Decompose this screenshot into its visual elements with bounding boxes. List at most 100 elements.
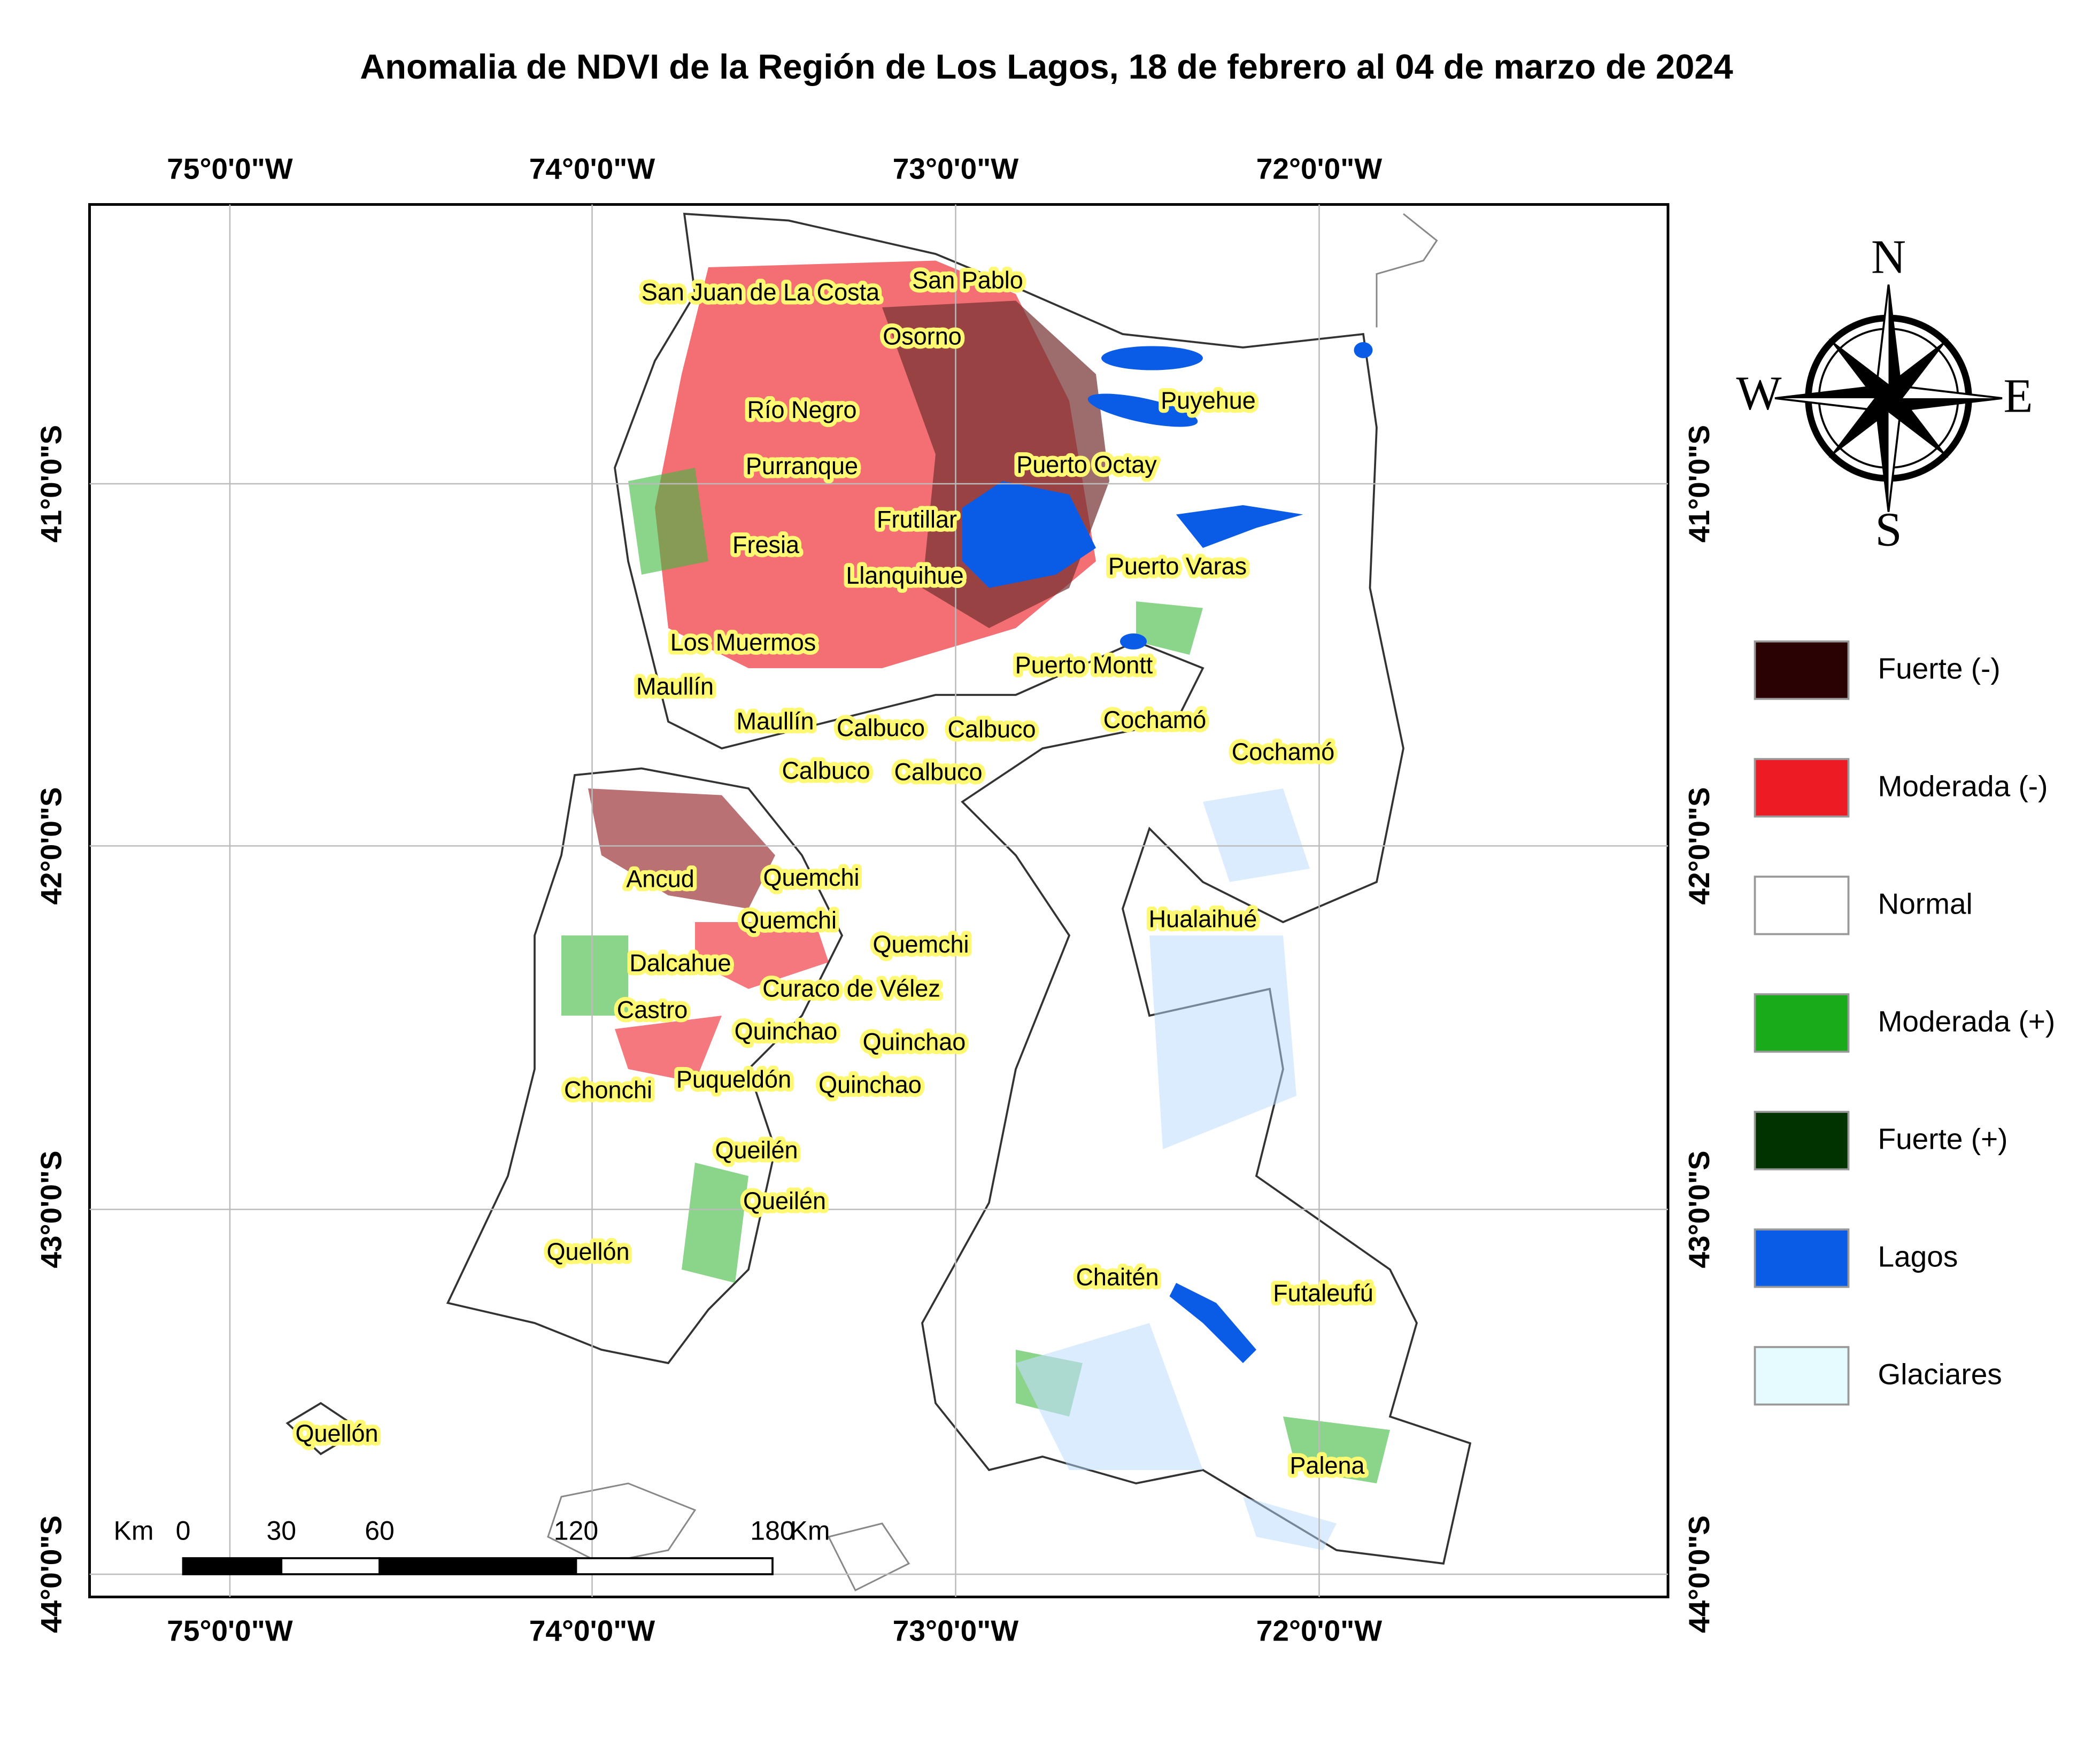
latitude-label: 44°0'0"S bbox=[1682, 1515, 1716, 1633]
place-label: Cochamó bbox=[1103, 706, 1207, 733]
longitude-label: 72°0'0"W bbox=[1256, 152, 1383, 185]
longitude-label: 72°0'0"W bbox=[1256, 1614, 1383, 1647]
legend: Fuerte (-) Moderada (-) Normal Moderada (+)… bbox=[1754, 640, 2056, 1406]
lake bbox=[1176, 505, 1303, 548]
place-label: Dalcahue bbox=[629, 949, 731, 977]
moderate-positive-area bbox=[561, 468, 1390, 1483]
place-label: Puqueldón bbox=[676, 1065, 791, 1093]
compass-n: N bbox=[1871, 231, 1906, 284]
latitude-label: 44°0'0"S bbox=[35, 1515, 68, 1633]
legend-swatch bbox=[1754, 876, 1850, 935]
place-label: Chaitén bbox=[1076, 1263, 1159, 1290]
place-label: Quemchi bbox=[872, 931, 969, 958]
place-label: Quinchao bbox=[818, 1071, 922, 1098]
legend-swatch bbox=[1754, 640, 1850, 700]
compass-w: W bbox=[1736, 367, 1782, 420]
coast-line bbox=[547, 1482, 910, 1592]
longitude-label: 75°0'0"W bbox=[167, 1614, 293, 1647]
place-label: Chonchi bbox=[564, 1076, 652, 1103]
compass: N S E W bbox=[1736, 231, 2033, 556]
scale-unit: Km bbox=[114, 1516, 154, 1546]
legend-label: Fuerte (-) bbox=[1878, 652, 2001, 685]
place-label: Río Negro bbox=[747, 396, 856, 423]
place-labels: San Juan de La Costa San Pablo Osorno Puyeh… bbox=[291, 262, 1377, 1483]
scale-segment bbox=[575, 1557, 774, 1575]
lake bbox=[1101, 346, 1203, 370]
place-label: Quemchi bbox=[763, 864, 859, 891]
graticule bbox=[89, 204, 1668, 1597]
compass-star bbox=[1828, 338, 1949, 459]
moderate-negative-area bbox=[615, 922, 829, 1082]
place-label: San Juan de La Costa bbox=[642, 278, 880, 306]
legend-label: Lagos bbox=[1878, 1240, 1958, 1273]
place-label: Curaco de Vélez bbox=[762, 974, 940, 1002]
place-label: Queilén bbox=[743, 1187, 826, 1214]
lake bbox=[962, 481, 1096, 588]
place-label: Quellón bbox=[546, 1238, 629, 1265]
compass-e: E bbox=[2004, 370, 2033, 423]
scale-segment bbox=[280, 1557, 381, 1575]
longitude-label: 75°0'0"W bbox=[167, 152, 293, 185]
place-label: Puerto Octay bbox=[1016, 451, 1157, 478]
latitude-label: 43°0'0"S bbox=[35, 1150, 68, 1268]
place-label: Quinchao bbox=[735, 1017, 838, 1045]
lake bbox=[1169, 1283, 1256, 1363]
place-label: Futaleufú bbox=[1273, 1279, 1373, 1306]
lakes bbox=[962, 342, 1373, 1363]
latitude-label: 43°0'0"S bbox=[1682, 1150, 1716, 1268]
legend-swatch bbox=[1754, 993, 1850, 1053]
place-label: Puerto Montt bbox=[1015, 651, 1153, 678]
place-label: Quemchi bbox=[740, 907, 837, 934]
place-label: Fresia bbox=[732, 531, 800, 558]
longitude-label: 73°0'0"W bbox=[893, 1614, 1019, 1647]
compass-s: S bbox=[1875, 504, 1902, 556]
legend-label: Fuerte (+) bbox=[1878, 1123, 2008, 1156]
place-label: Los Muermos bbox=[670, 629, 816, 656]
latitude-label: 41°0'0"S bbox=[35, 425, 68, 543]
lake bbox=[1120, 633, 1147, 649]
legend-label: Glaciares bbox=[1878, 1358, 2002, 1391]
scale-tick-label: 30 bbox=[266, 1516, 296, 1546]
legend-label: Normal bbox=[1878, 887, 1973, 920]
place-label: Ancud bbox=[626, 865, 694, 892]
place-label: Quinchao bbox=[863, 1028, 966, 1055]
place-label: Puyehue bbox=[1161, 386, 1256, 414]
legend-label: Moderada (+) bbox=[1878, 1005, 2056, 1038]
strong-negative-area bbox=[588, 788, 775, 909]
latitude-label: 41°0'0"S bbox=[1682, 425, 1716, 543]
scale-tick-label: 120 bbox=[554, 1516, 598, 1546]
latitude-label: 42°0'0"S bbox=[35, 787, 68, 904]
legend-swatch bbox=[1754, 1228, 1850, 1288]
map-frame-group: San Juan de La Costa San Pablo Osorno Puyeh… bbox=[88, 203, 1670, 1598]
lake bbox=[1354, 342, 1373, 358]
place-label: Puerto Varas bbox=[1108, 552, 1247, 579]
place-label: Calbuco bbox=[894, 758, 982, 785]
compass-star bbox=[1775, 284, 2002, 512]
place-label: Maullín bbox=[736, 707, 814, 734]
place-label: Calbuco bbox=[947, 715, 1036, 742]
place-label: Maullín bbox=[636, 672, 714, 700]
legend-swatch bbox=[1754, 1111, 1850, 1171]
place-label: Calbuco bbox=[837, 714, 925, 741]
scale-segment bbox=[379, 1557, 577, 1575]
coast-line bbox=[1376, 213, 1438, 328]
place-label: Calbuco bbox=[782, 757, 870, 784]
place-label: Palena bbox=[1289, 1452, 1365, 1479]
place-label: San Pablo bbox=[912, 266, 1023, 293]
graticule-labels: 75°0'0"W 75°0'0"W 74°0'0"W 74°0'0"W 73°0'0"W… bbox=[35, 152, 1716, 1647]
glacier-area bbox=[1016, 788, 1337, 1550]
lake bbox=[1087, 393, 1198, 427]
scale-tick-label: 0 bbox=[176, 1516, 191, 1546]
legend-swatch bbox=[1754, 1346, 1850, 1406]
scale-unit: Km bbox=[790, 1516, 830, 1546]
scale-tick-label: 60 bbox=[365, 1516, 395, 1546]
latitude-label: 42°0'0"S bbox=[1682, 787, 1716, 904]
place-label: Llanquihue bbox=[846, 562, 963, 589]
scale-segment bbox=[182, 1557, 283, 1575]
place-label: Queilén bbox=[715, 1136, 798, 1164]
longitude-label: 74°0'0"W bbox=[529, 152, 655, 185]
place-label: Cochamó bbox=[1232, 738, 1335, 765]
legend-label: Moderada (-) bbox=[1878, 770, 2048, 803]
